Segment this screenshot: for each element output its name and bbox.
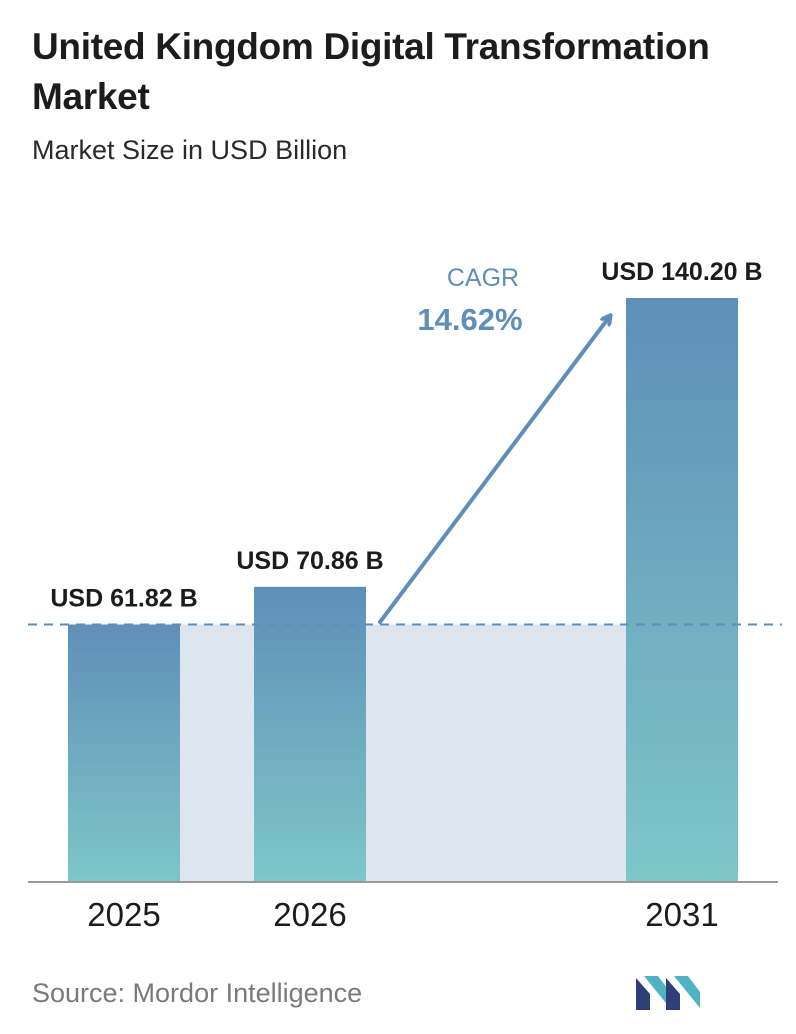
bar-chart: USD 61.82 B USD 70.86 B USD 140.20 B 2025 20… — [28, 258, 782, 933]
x-tick-label-2025: 2025 — [87, 896, 160, 933]
cagr-label: CAGR — [447, 264, 519, 292]
cagr-value: 14.62% — [417, 302, 522, 337]
chart-subtitle: Market Size in USD Billion — [32, 135, 348, 165]
chart-title: United Kingdom Digital Transformation Ma… — [32, 26, 710, 117]
bar-2025 — [68, 624, 180, 882]
mordor-intelligence-logo-icon — [636, 976, 700, 1010]
value-label-2031: USD 140.20 B — [601, 258, 762, 286]
bar-2031 — [626, 298, 738, 882]
bar-2026 — [254, 586, 366, 882]
source-note: Source: Mordor Intelligence — [32, 978, 363, 1008]
value-label-2025: USD 61.82 B — [50, 584, 197, 612]
x-tick-label-2031: 2031 — [645, 896, 718, 933]
value-label-2026: USD 70.86 B — [236, 547, 383, 575]
x-tick-label-2026: 2026 — [273, 896, 346, 933]
cagr-arrow — [378, 316, 610, 624]
